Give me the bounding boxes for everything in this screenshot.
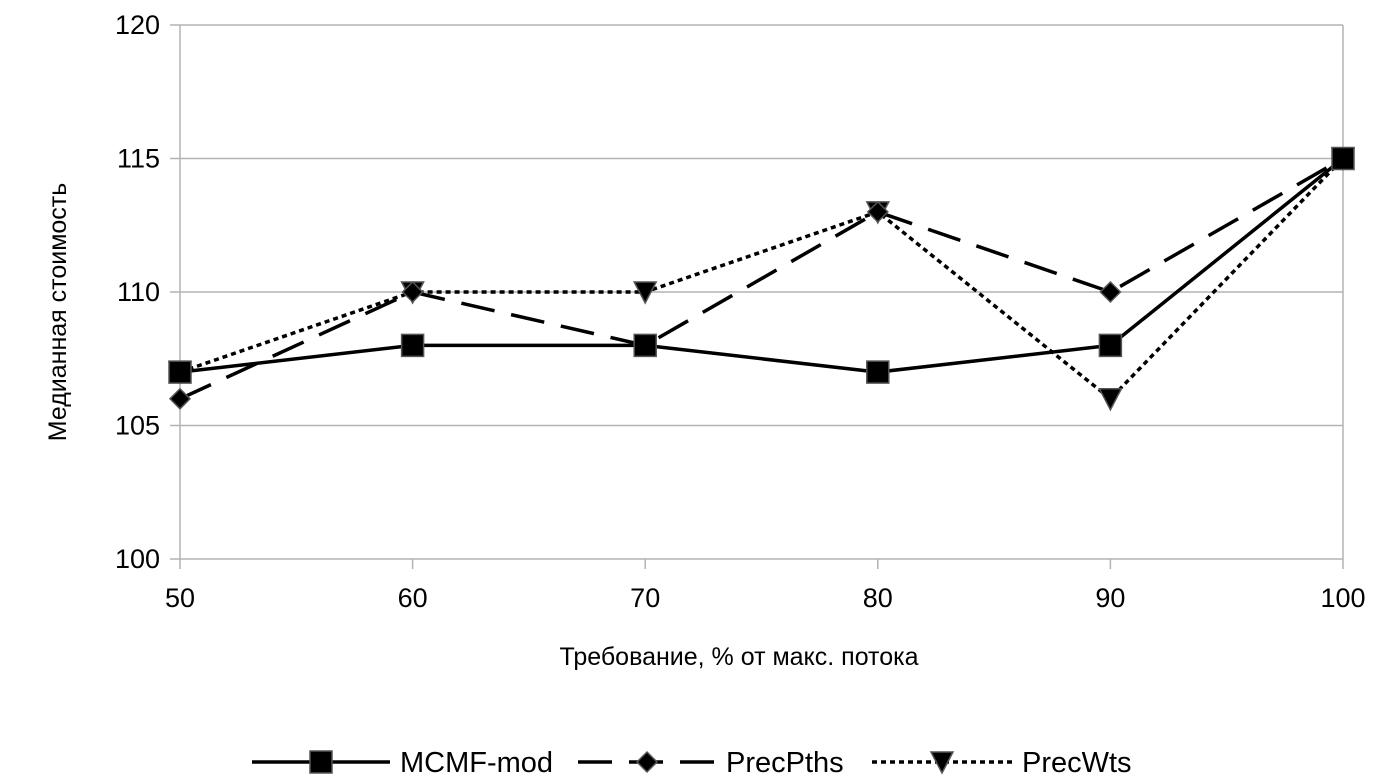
- y-axis-title: Медианная стоимость: [44, 183, 72, 442]
- data-point: [1331, 146, 1355, 171]
- axes: [170, 24, 1344, 569]
- data-point: [401, 280, 424, 304]
- series-line: [179, 156, 1344, 401]
- legend-label: MCMF-mod: [400, 747, 553, 779]
- gridlines: [180, 24, 1344, 559]
- data-point: [633, 333, 657, 358]
- series-group: [167, 146, 1356, 412]
- legend-label: PrecWts: [1022, 747, 1132, 779]
- legend: MCMF-mod PrecPths PrecWts: [252, 747, 1132, 779]
- x-tick-label: 90: [1095, 583, 1125, 613]
- legend-item-precwts: PrecWts: [872, 747, 1132, 779]
- legend-marker: [635, 750, 659, 774]
- legend-marker: [309, 750, 333, 774]
- data-point: [168, 360, 192, 384]
- series-precpths: [168, 147, 1355, 410]
- x-tick-labels: 50 60 70 80 90 100: [165, 583, 1366, 613]
- y-tick-label: 110: [117, 277, 160, 307]
- legend-item-mcmf-mod: MCMF-mod: [252, 747, 553, 779]
- series-line: [179, 157, 1345, 374]
- x-axis-title: Требование, % от макс. потока: [559, 643, 918, 671]
- x-tick-label: 80: [863, 583, 893, 613]
- data-point: [1098, 388, 1123, 412]
- x-tick-label: 60: [398, 583, 428, 613]
- legend-marker: [929, 751, 955, 775]
- data-point: [400, 333, 425, 358]
- data-point: [1098, 333, 1123, 358]
- y-tick-label: 120: [115, 10, 160, 40]
- legend-item-precpths: PrecPths: [578, 747, 844, 779]
- data-point: [168, 387, 192, 410]
- y-tick-label: 105: [115, 411, 160, 441]
- x-tick-label: 70: [630, 583, 660, 613]
- data-point: [866, 200, 889, 223]
- y-tick-label: 115: [117, 144, 160, 174]
- legend-label: PrecPths: [726, 747, 844, 779]
- data-point: [1099, 280, 1122, 304]
- data-point: [632, 281, 658, 305]
- x-tick-label: 100: [1320, 583, 1365, 613]
- y-tick-labels: 100 105 110 115 120: [115, 10, 160, 574]
- data-point: [866, 360, 890, 384]
- y-tick-label: 100: [115, 544, 160, 574]
- x-tick-label: 50: [165, 583, 195, 613]
- series-mcmf-mod: [168, 146, 1355, 384]
